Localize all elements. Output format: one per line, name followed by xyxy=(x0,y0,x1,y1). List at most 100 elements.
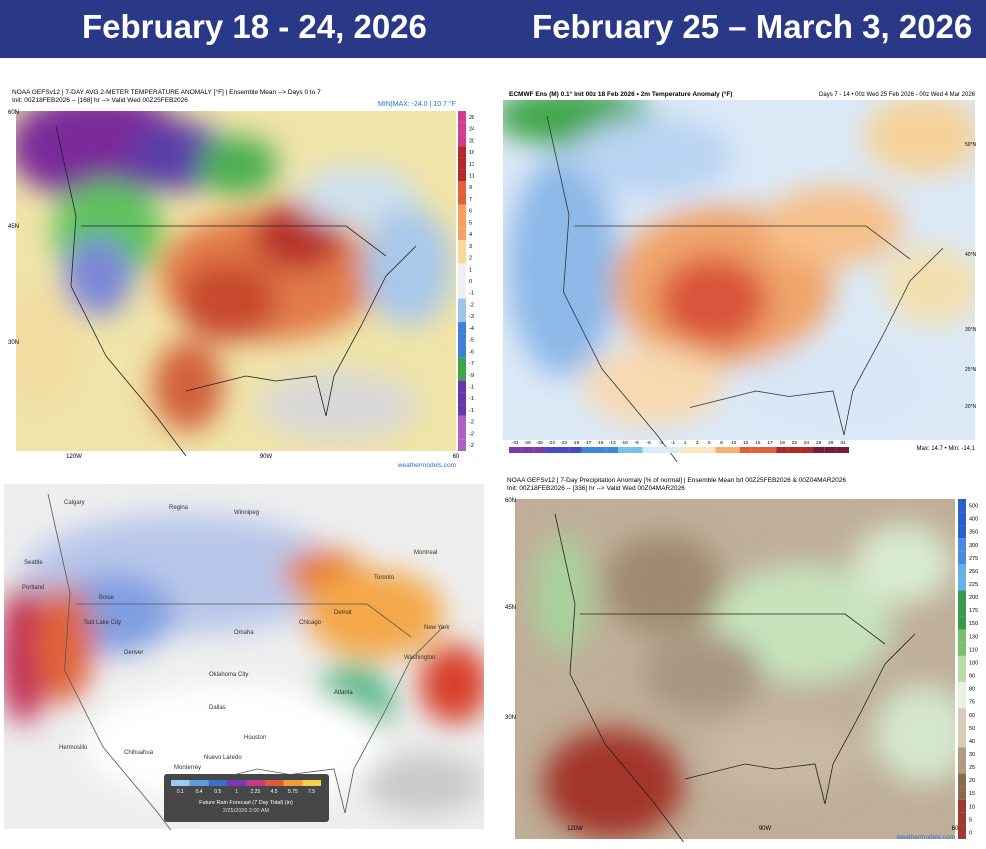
colorbar-swatch xyxy=(958,603,966,617)
colorbar-label: 10 xyxy=(969,804,975,810)
map-panel: NOAA GEFSv12 | 7-Day Precipitation Anoma… xyxy=(505,477,978,842)
colorbar-label: 0 xyxy=(969,830,972,836)
colorbar-label: -26 xyxy=(536,440,543,446)
colorbar-label: -16 xyxy=(469,408,474,414)
colorbar-swatch xyxy=(458,181,466,194)
colorbar-label: 22 xyxy=(792,440,798,446)
colorbar-label: 50 xyxy=(969,726,975,732)
city-label: Winnipeg xyxy=(234,510,259,516)
colorbar-label: 130 xyxy=(969,634,978,640)
legend-swatch xyxy=(189,780,209,786)
legend-label: 0.1 xyxy=(177,789,184,795)
header-band: February 18 - 24, 2026 February 25 – Mar… xyxy=(0,0,986,58)
colorbar-swatch xyxy=(958,786,966,800)
colorbar-label: -13 xyxy=(609,440,616,446)
colorbar-label: -1 xyxy=(671,440,676,446)
city-label: Houston xyxy=(244,735,266,741)
colorbar-label: -19 xyxy=(572,440,579,446)
colorbar-label: 225 xyxy=(969,582,978,588)
colorbar-swatch xyxy=(958,499,966,513)
colorbar-label: -20 xyxy=(469,420,474,426)
colorbar-label: 28 xyxy=(469,115,474,121)
colorbar-label: 16 xyxy=(469,150,474,156)
colorbar-label: 15 xyxy=(755,440,761,446)
colorbar-swatch xyxy=(581,447,594,453)
colorbar-swatch xyxy=(776,447,789,453)
colorbar-label: 12 xyxy=(743,440,749,446)
colorbar-swatch xyxy=(679,447,692,453)
colorbar-swatch xyxy=(458,275,466,287)
colorbar-swatch xyxy=(458,169,466,182)
colorbar-swatch xyxy=(958,590,966,604)
colorbar-label: -4 xyxy=(469,326,474,332)
coastline xyxy=(546,115,944,462)
colorbar-label: 29 xyxy=(828,440,834,446)
lon-label: 120W xyxy=(567,826,583,832)
map-panel: NOAA GEFSv12 | 7-DAY AVG 2-METER TEMPERA… xyxy=(8,88,474,469)
colorbar-swatch xyxy=(958,564,966,578)
colorbar-swatch xyxy=(458,439,466,451)
city-label: Nuevo Laredo xyxy=(204,755,242,761)
map-right-title: Days 7 - 14 • 00z Wed 25 Feb 2026 - 00z … xyxy=(819,92,976,98)
colorbar-label: -29 xyxy=(524,440,531,446)
colorbar-label: -28 xyxy=(469,443,474,449)
colorbar-label: -15 xyxy=(597,440,604,446)
colorbar-swatch xyxy=(606,447,619,453)
colorbar-label: -3 xyxy=(659,440,664,446)
city-label: Detroit xyxy=(334,610,352,616)
colorbar-swatch xyxy=(703,447,716,453)
colorbar-swatch xyxy=(788,447,801,453)
colorbar-label: -11 xyxy=(469,385,474,391)
colorbar-swatch xyxy=(764,447,777,453)
colorbar-label: 110 xyxy=(969,647,978,653)
colorbar-swatch xyxy=(458,427,466,440)
city-label: Toronto xyxy=(374,575,395,581)
colorbar-label: 13 xyxy=(469,162,474,168)
colorbar-label: 9 xyxy=(469,185,472,191)
colorbar-label: -31 xyxy=(512,440,519,446)
legend-label: 2.25 xyxy=(251,789,261,795)
colorbar-label: 6 xyxy=(469,209,472,215)
colorbar-label: 0 xyxy=(469,279,472,285)
legend-label: 4.5 xyxy=(271,789,278,795)
city-label: New York xyxy=(424,625,450,631)
colorbar-swatch xyxy=(509,447,522,453)
legend-label: 1 xyxy=(235,789,238,795)
colorbar-label: 3 xyxy=(469,244,472,250)
colorbar-swatch xyxy=(958,812,966,826)
colorbar-swatch xyxy=(958,695,966,709)
legend-swatch xyxy=(171,780,190,786)
colorbar-label: -5 xyxy=(469,338,474,344)
colorbar-swatch xyxy=(739,447,752,453)
colorbar-swatch xyxy=(458,157,466,170)
map-title: NOAA GEFSv12 | 7-Day Precipitation Anoma… xyxy=(507,477,846,484)
header-title: February 18 - 24, 2026 xyxy=(82,8,427,45)
map-area xyxy=(503,100,975,440)
coastline xyxy=(47,493,445,830)
colorbar-label: 75 xyxy=(969,700,975,706)
colorbar-label: -24 xyxy=(548,440,555,446)
lat-label: 45N xyxy=(505,605,516,611)
city-label: Salt Lake City xyxy=(84,620,121,626)
city-label: Hermosillo xyxy=(59,745,88,751)
colorbar-label: 150 xyxy=(969,621,978,627)
colorbar-swatch xyxy=(458,286,466,299)
colorbar-label: 3 xyxy=(696,440,699,446)
city-label: Denver xyxy=(124,650,143,656)
colorbar-label: -13 xyxy=(469,396,474,402)
colorbar-label: 7 xyxy=(469,197,472,203)
lat-label: 60N xyxy=(505,498,516,504)
lon-label: 60 xyxy=(453,454,460,460)
colorbar-label: 200 xyxy=(969,595,978,601)
credit: weathermodels.com xyxy=(896,834,955,841)
lon-label: 120W xyxy=(66,454,82,460)
colorbar-swatch xyxy=(458,333,466,346)
colorbar-label: 350 xyxy=(969,530,978,536)
colorbar-swatch xyxy=(533,447,546,453)
lat-label: 50°N xyxy=(965,142,977,148)
colorbar-label: 250 xyxy=(969,569,978,575)
colorbar-swatch xyxy=(521,447,534,453)
city-label: Chicago xyxy=(299,620,322,626)
credit: weathermodels.com xyxy=(397,462,456,469)
